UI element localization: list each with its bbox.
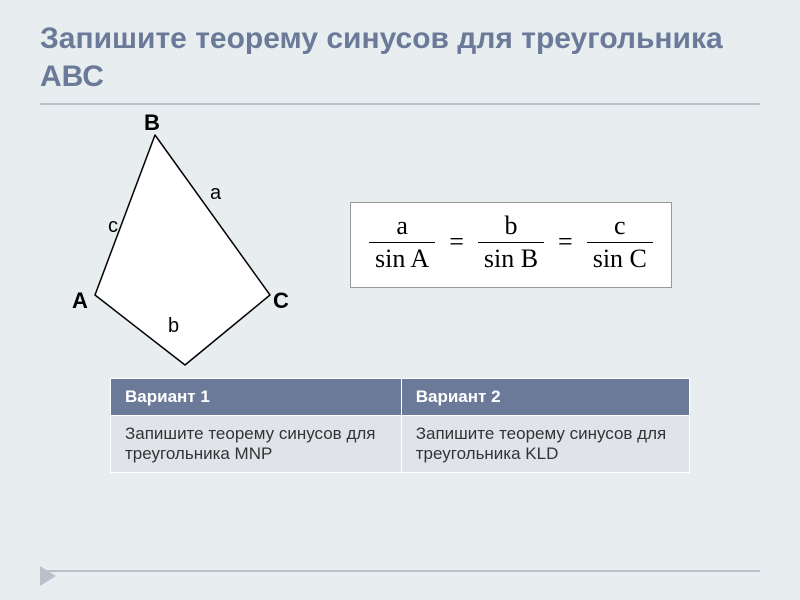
equals-1: =: [445, 227, 468, 257]
next-arrow-icon[interactable]: [40, 566, 56, 586]
variants-table-wrap: Вариант 1 Вариант 2 Запишите теорему син…: [110, 378, 690, 473]
fraction-c: c sin C: [587, 211, 653, 273]
header-variant-1: Вариант 1: [111, 379, 402, 416]
equals-2: =: [554, 227, 577, 257]
vertex-c-label: С: [273, 288, 289, 314]
slide: Запишите теорему синусов для треугольник…: [0, 0, 800, 600]
footer-rule: [40, 570, 760, 572]
vertex-a-label: А: [72, 288, 88, 314]
table-header-row: Вариант 1 Вариант 2: [111, 379, 690, 416]
cell-variant-2: Запишите теорему синусов для треугольник…: [401, 416, 689, 473]
sine-law-formula: a sin A = b sin B = c sin C: [350, 202, 672, 288]
slide-title: Запишите теорему синусов для треугольник…: [40, 20, 760, 105]
triangle-svg: [40, 120, 320, 370]
table-row: Запишите теорему синусов для треугольник…: [111, 416, 690, 473]
denom-c: sin C: [587, 242, 653, 273]
denom-b: sin B: [478, 242, 544, 273]
numer-c: c: [608, 211, 632, 242]
fraction-b: b sin B: [478, 211, 544, 273]
side-b-label: b: [168, 315, 179, 338]
variants-table: Вариант 1 Вариант 2 Запишите теорему син…: [110, 378, 690, 473]
denom-a: sin A: [369, 242, 435, 273]
side-c-label: c: [108, 215, 118, 238]
side-a-label: a: [210, 182, 221, 205]
vertex-b-label: В: [144, 110, 160, 136]
numer-a: a: [390, 211, 414, 242]
triangle-diagram: А В С a c b: [40, 120, 320, 370]
cell-variant-1: Запишите теорему синусов для треугольник…: [111, 416, 402, 473]
header-variant-2: Вариант 2: [401, 379, 689, 416]
numer-b: b: [498, 211, 523, 242]
content-row: А В С a c b a sin A = b sin B = c sin C: [40, 120, 760, 370]
fraction-a: a sin A: [369, 211, 435, 273]
